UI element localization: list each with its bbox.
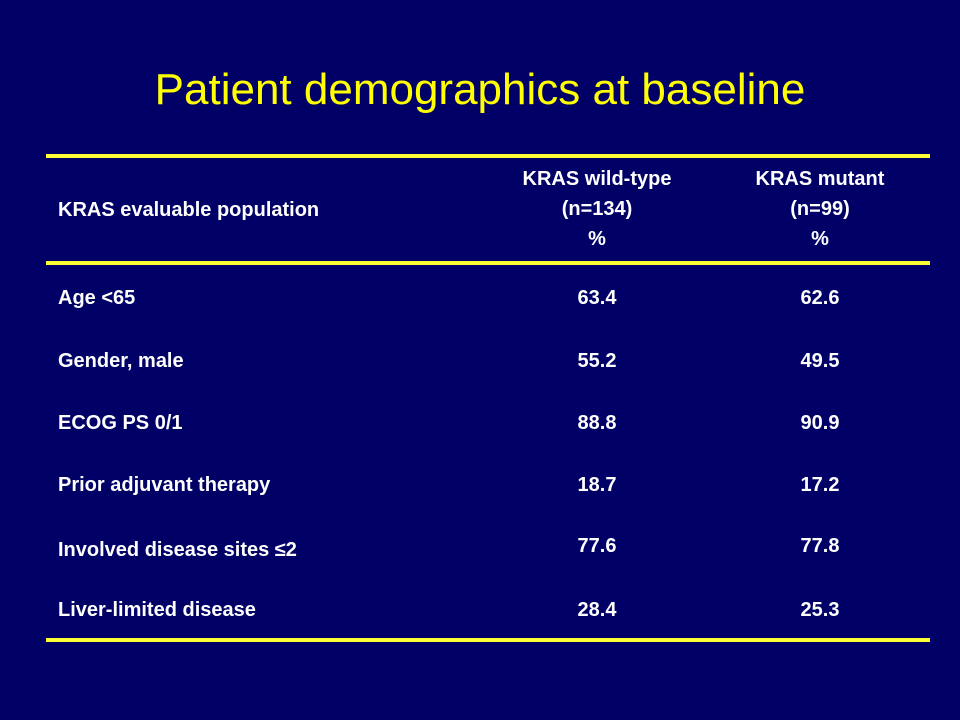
header-col-wild-type-line3: % xyxy=(588,228,606,250)
row-age-wild-type: 63.4 xyxy=(577,287,617,309)
header-col-mutant-line2: (n=99) xyxy=(790,198,850,220)
row-liver-label: Liver-limited disease xyxy=(58,599,256,621)
header-col-wild-type: KRAS wild-type (n=134) % xyxy=(497,164,697,254)
row-ecog-label: ECOG PS 0/1 xyxy=(58,412,183,434)
row-disease-sites-mutant: 77.8 xyxy=(800,535,840,557)
header-col-wild-type-line1: KRAS wild-type xyxy=(522,168,672,190)
row-disease-sites-label: Involved disease sites ≤2 xyxy=(58,539,297,561)
row-adjuvant-label: Prior adjuvant therapy xyxy=(58,474,271,496)
header-col-wild-type-line2: (n=134) xyxy=(561,198,633,220)
row-age-mutant: 62.6 xyxy=(800,287,840,309)
row-disease-sites-wild-type: 77.6 xyxy=(577,535,617,557)
header-col-mutant-line1: KRAS mutant xyxy=(755,168,885,190)
row-adjuvant-mutant: 17.2 xyxy=(800,474,840,496)
row-ecog-wild-type: 88.8 xyxy=(577,412,617,434)
row-ecog-mutant: 90.9 xyxy=(800,412,840,434)
table-top-rule xyxy=(46,154,930,158)
header-col-mutant: KRAS mutant (n=99) % xyxy=(720,164,920,254)
row-liver-wild-type: 28.4 xyxy=(577,599,617,621)
row-gender-label: Gender, male xyxy=(58,350,184,372)
header-label: KRAS evaluable population xyxy=(58,199,320,221)
row-adjuvant-wild-type: 18.7 xyxy=(577,474,617,496)
header-col-mutant-line3: % xyxy=(811,228,829,250)
row-gender-mutant: 49.5 xyxy=(800,350,840,372)
table-bottom-rule xyxy=(46,638,930,642)
table-header-rule xyxy=(46,261,930,265)
slide-title: Patient demographics at baseline xyxy=(154,65,806,114)
row-gender-wild-type: 55.2 xyxy=(577,350,617,372)
row-age-label: Age <65 xyxy=(58,287,136,309)
row-liver-mutant: 25.3 xyxy=(800,599,840,621)
